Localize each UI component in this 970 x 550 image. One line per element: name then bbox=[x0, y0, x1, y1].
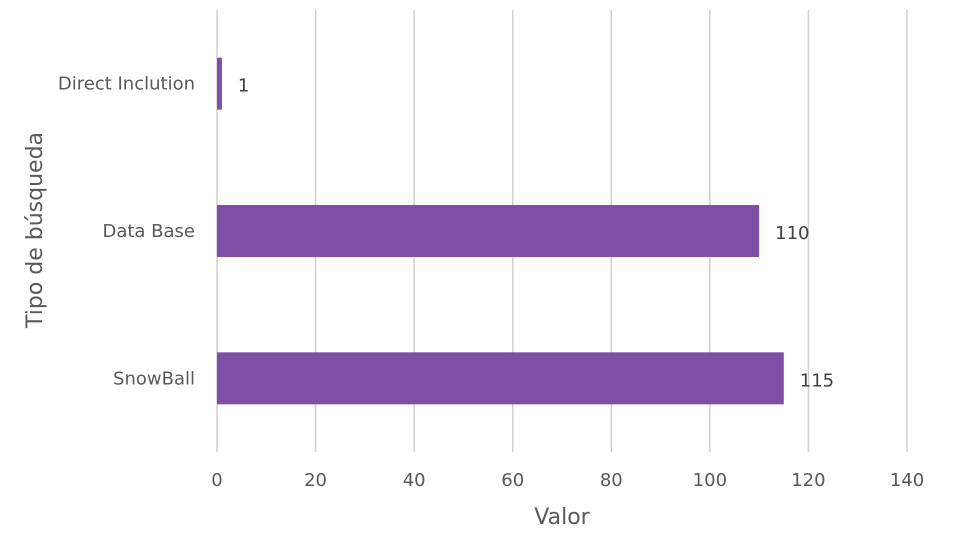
bar bbox=[217, 57, 222, 110]
bar bbox=[217, 205, 760, 257]
x-tick-label: 40 bbox=[403, 470, 426, 491]
x-tick-label: 100 bbox=[693, 470, 727, 491]
x-tick-labels: 0 20 40 60 80 100 120 140 bbox=[211, 470, 924, 491]
category-label: Direct Inclution bbox=[58, 74, 195, 95]
x-tick-label: 60 bbox=[501, 470, 524, 491]
category-label: SnowBall bbox=[113, 368, 195, 389]
x-tick-label: 0 bbox=[211, 470, 222, 491]
y-axis-title: Tipo de búsqueda bbox=[23, 132, 48, 329]
x-tick-label: 140 bbox=[890, 470, 924, 491]
data-label: 115 bbox=[800, 370, 834, 391]
x-tick-label: 80 bbox=[600, 470, 623, 491]
category-labels: Direct Inclution Data Base SnowBall bbox=[58, 74, 195, 390]
x-tick-label: 120 bbox=[791, 470, 825, 491]
bars bbox=[217, 57, 784, 405]
x-axis-title: Valor bbox=[534, 505, 590, 530]
data-label: 1 bbox=[238, 76, 249, 97]
x-tick-label: 20 bbox=[304, 470, 327, 491]
data-labels: 1 110 115 bbox=[238, 76, 834, 392]
category-label: Data Base bbox=[102, 221, 195, 242]
data-label: 110 bbox=[775, 223, 809, 244]
bar bbox=[217, 352, 784, 405]
